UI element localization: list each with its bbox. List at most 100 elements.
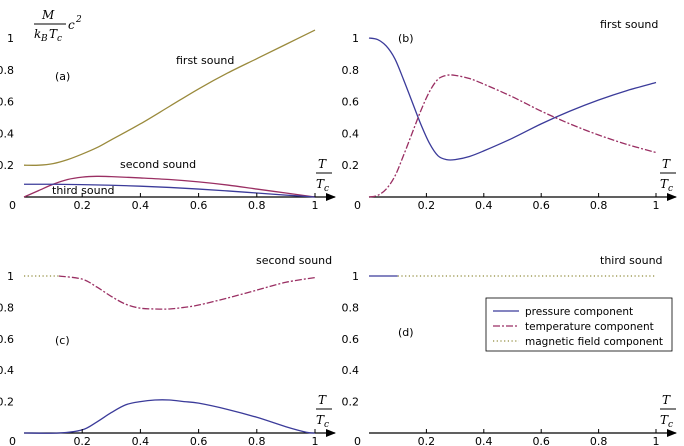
- x-label-top: T: [662, 157, 671, 171]
- y-label-sub-c: c: [57, 34, 62, 44]
- y-tick-label: 0.4: [0, 127, 14, 140]
- x-label-bottom: T: [660, 177, 669, 191]
- origin-label: 0: [9, 199, 16, 212]
- panel-c-ticks: 0.2 0.4 0.6 0.8 1 0.2 0.4 0.6 0.8 1 0: [0, 270, 319, 446]
- x-label-top: T: [662, 393, 671, 407]
- panel-a-series: [23, 29, 316, 198]
- series-line-temperature: [58, 275, 316, 310]
- y-tick-label: 0.2: [0, 396, 14, 409]
- y-axis-label-a: M k B T c c 2: [34, 8, 82, 44]
- y-tick-label: 0.4: [0, 364, 14, 377]
- panel-a-ticks: 0.2 0.4 0.6 0.8 1 0.2 0.4 0.6 0.8 1 0: [0, 32, 319, 212]
- y-tick-label: 0.4: [342, 364, 360, 377]
- origin-label: 0: [354, 435, 361, 446]
- legend-temperature-label: temperature component: [525, 321, 654, 333]
- legend: pressure component temperature component…: [485, 297, 673, 352]
- x-tick-label: 0.2: [418, 435, 436, 446]
- x-label-bottom: T: [316, 413, 325, 427]
- panel-d: 0.2 0.4 0.6 0.8 1 0.2 0.4 0.6 0.8 1 0 (d) third so…: [342, 254, 677, 446]
- x-tick-label: 0.4: [475, 435, 493, 446]
- y-tick-label: 0.4: [342, 127, 360, 140]
- panel-d-ticks: 0.2 0.4 0.6 0.8 1 0.2 0.4 0.6 0.8 1 0: [342, 270, 660, 446]
- panel-a-label: (a): [55, 70, 70, 83]
- x-tick-label: 0.4: [132, 435, 150, 446]
- x-tick-label: 0.4: [132, 199, 150, 212]
- legend-pressure-label: pressure component: [525, 306, 633, 318]
- legend-magnetic-label: magnetic field component: [525, 336, 663, 348]
- x-label-sub: c: [324, 420, 329, 430]
- x-tick-label: 0.8: [590, 435, 608, 446]
- y-tick-label: 1: [7, 270, 14, 283]
- x-tick-label: 1: [653, 199, 660, 212]
- x-axis-label-d: T T c: [660, 393, 676, 430]
- x-tick-label: 0.2: [73, 435, 91, 446]
- x-label-top: T: [318, 393, 327, 407]
- y-tick-label: 0.2: [342, 396, 360, 409]
- x-tick-label: 0.6: [190, 435, 208, 446]
- x-axis-label-b: T T c: [660, 157, 676, 194]
- series-line-pressure: [368, 37, 657, 161]
- y-tick-label: 0.6: [342, 333, 360, 346]
- x-label-sub: c: [668, 420, 673, 430]
- series-line-first: [23, 29, 316, 166]
- x-tick-label: 0.2: [73, 199, 91, 212]
- x-label-bottom: T: [316, 177, 325, 191]
- panel-b-series: [368, 37, 657, 198]
- y-label-t: T: [49, 27, 58, 41]
- series-line-temperature: [368, 74, 657, 198]
- y-tick-label: 1: [352, 270, 359, 283]
- panel-b-label: (b): [398, 32, 414, 45]
- series-line-pressure: [23, 399, 316, 434]
- x-label-top: T: [318, 157, 327, 171]
- panel-b-ticks: 0.2 0.4 0.6 0.8 1 0.2 0.4 0.6 0.8 1 0: [342, 32, 660, 212]
- origin-label: 0: [354, 199, 361, 212]
- x-label-bottom: T: [660, 413, 669, 427]
- panel-c-series: [23, 275, 316, 434]
- y-label-numerator: M: [41, 8, 55, 22]
- x-tick-label: 0.8: [248, 199, 266, 212]
- x-label-sub: c: [668, 184, 673, 194]
- panel-c-label: (c): [55, 334, 70, 347]
- y-tick-label: 0.2: [0, 159, 14, 172]
- annotation-second-sound-a: second sound: [120, 158, 196, 171]
- x-tick-label: 0.6: [532, 435, 550, 446]
- origin-label: 0: [9, 435, 16, 446]
- y-tick-label: 0.6: [0, 96, 14, 109]
- y-label-k: k: [34, 27, 41, 41]
- annotation-second-sound-c: second sound: [256, 254, 332, 267]
- y-label-sub-b: B: [40, 34, 48, 44]
- y-tick-label: 0.6: [0, 333, 14, 346]
- x-tick-label: 0.8: [590, 199, 608, 212]
- series-line-third: [23, 183, 316, 198]
- x-tick-label: 0.6: [190, 199, 208, 212]
- x-tick-label: 0.6: [532, 199, 550, 212]
- panel-d-label: (d): [398, 326, 414, 339]
- x-tick-label: 1: [312, 199, 319, 212]
- y-tick-label: 0.8: [342, 301, 360, 314]
- x-tick-label: 0.8: [248, 435, 266, 446]
- x-axis-label-c: T T c: [316, 393, 332, 430]
- annotation-third-sound-a: third sound: [52, 184, 115, 197]
- panel-c: 0.2 0.4 0.6 0.8 1 0.2 0.4 0.6 0.8 1 0 (c) second s…: [0, 254, 336, 446]
- x-tick-label: 0.2: [418, 199, 436, 212]
- x-tick-label: 1: [653, 435, 660, 446]
- y-label-c: c: [68, 18, 75, 32]
- panel-a: 0.2 0.4 0.6 0.8 1 0.2 0.4 0.6 0.8 1 0 (a) first so…: [0, 8, 336, 212]
- annotation-third-sound-d: third sound: [600, 254, 663, 267]
- x-tick-label: 1: [312, 435, 319, 446]
- annotation-first-sound-a: first sound: [176, 54, 234, 67]
- y-tick-label: 0.8: [0, 301, 14, 314]
- y-tick-label: 0.6: [342, 96, 360, 109]
- panel-b: 0.2 0.4 0.6 0.8 1 0.2 0.4 0.6 0.8 1 0 (b) first so…: [342, 18, 677, 212]
- y-tick-label: 0.8: [0, 64, 14, 77]
- y-label-exp: 2: [75, 15, 82, 25]
- x-axis-label-a: T T c: [316, 157, 332, 194]
- y-tick-label: 0.8: [342, 64, 360, 77]
- legend-box: [485, 297, 673, 352]
- y-tick-label: 1: [7, 32, 14, 45]
- y-tick-label: 1: [352, 32, 359, 45]
- y-tick-label: 0.2: [342, 159, 360, 172]
- x-tick-label: 0.4: [475, 199, 493, 212]
